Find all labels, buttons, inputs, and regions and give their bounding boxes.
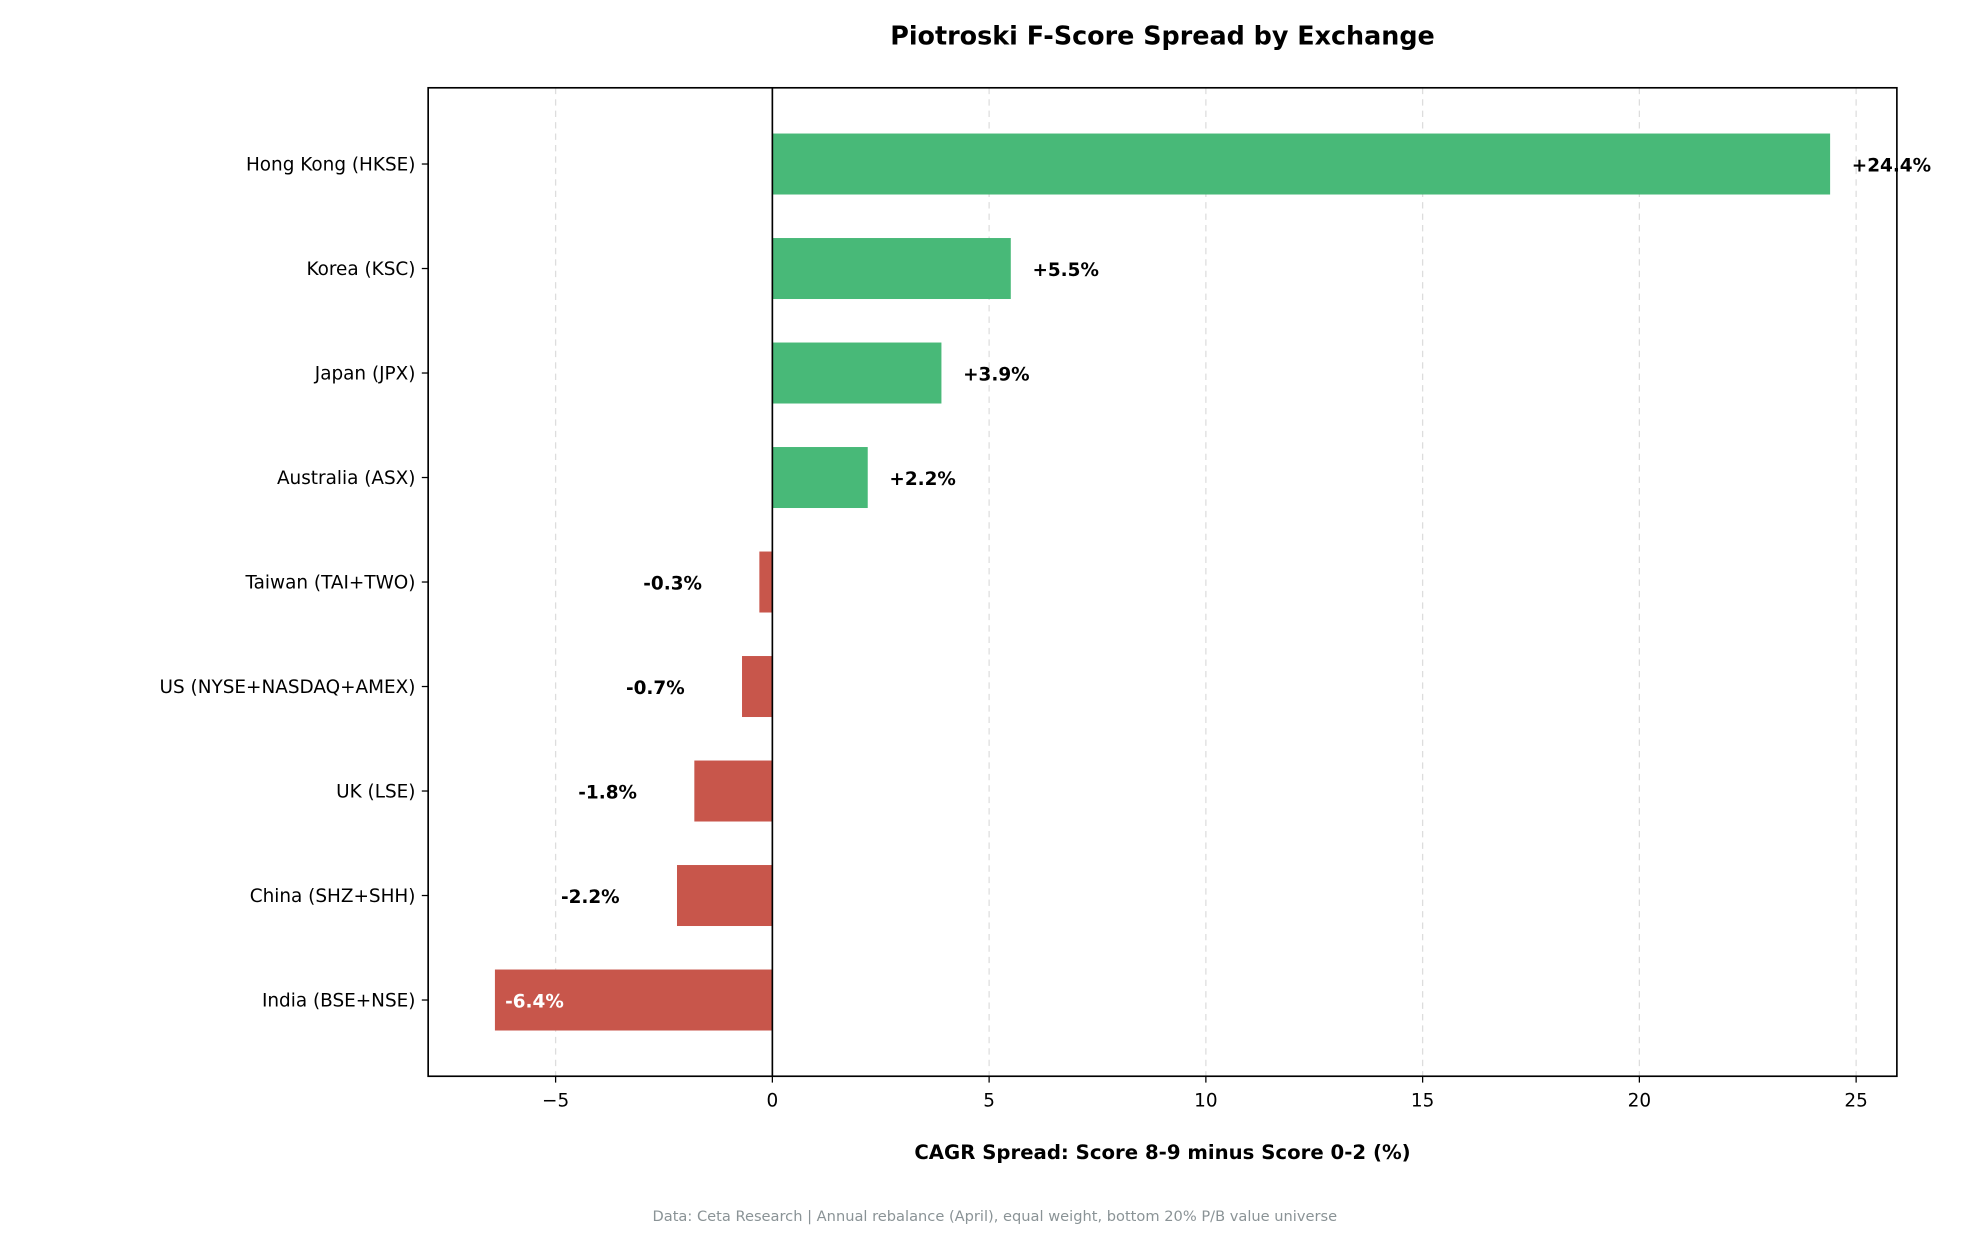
data-label: -2.2% <box>561 887 620 908</box>
x-tick-label: 0 <box>767 1091 779 1112</box>
bar <box>694 760 773 822</box>
y-tick-label: US (NYSE+NASDAQ+AMEX) <box>160 677 416 698</box>
bar <box>772 238 1011 300</box>
x-tick-label: −5 <box>542 1091 569 1112</box>
data-label: -0.7% <box>626 678 685 699</box>
data-label: +3.9% <box>963 365 1029 386</box>
bar <box>772 342 942 404</box>
data-labels: +24.4% +5.5% +3.9% +2.2% -0.3% -0.7% -1.8% -2.2… <box>505 156 1931 1013</box>
footer-note: Data: Ceta Research | Annual rebalance (… <box>653 1208 1338 1225</box>
data-label: +5.5% <box>1032 260 1098 281</box>
bar <box>759 551 773 613</box>
x-tick-label: 20 <box>1628 1091 1651 1112</box>
bars <box>494 133 1831 1031</box>
x-tick-label: 5 <box>983 1091 995 1112</box>
x-axis-label: CAGR Spread: Score 8-9 minus Score 0-2 (… <box>914 1141 1410 1164</box>
chart-title: Piotroski F-Score Spread by Exchange <box>890 21 1435 51</box>
y-tick-label: Japan (JPX) <box>314 363 416 384</box>
y-tick-label: Australia (ASX) <box>277 468 416 489</box>
y-tick-label: China (SHZ+SHH) <box>250 886 416 907</box>
data-label: -1.8% <box>578 783 637 804</box>
y-tick-label: Hong Kong (HKSE) <box>246 154 416 175</box>
bar <box>742 656 773 718</box>
data-label: -6.4% <box>505 992 564 1013</box>
bar <box>772 133 1831 195</box>
bar <box>494 969 773 1031</box>
bar <box>772 447 868 509</box>
y-tick-label: Korea (KSC) <box>306 259 415 280</box>
data-label: -0.3% <box>643 574 702 595</box>
y-axis: Hong Kong (HKSE) Korea (KSC) Japan (JPX) Au… <box>160 154 429 1011</box>
x-axis: −5 0 5 10 15 20 25 <box>542 1076 1868 1112</box>
data-label: +2.2% <box>889 469 955 490</box>
y-tick-label: India (BSE+NSE) <box>262 990 416 1011</box>
y-tick-label: Taiwan (TAI+TWO) <box>244 572 415 593</box>
x-tick-label: 25 <box>1844 1091 1867 1112</box>
y-tick-label: UK (LSE) <box>336 781 415 802</box>
x-tick-label: 10 <box>1194 1091 1217 1112</box>
x-tick-label: 15 <box>1411 1091 1434 1112</box>
data-label: +24.4% <box>1852 156 1931 177</box>
grid <box>554 87 1857 1077</box>
bar <box>676 865 773 927</box>
